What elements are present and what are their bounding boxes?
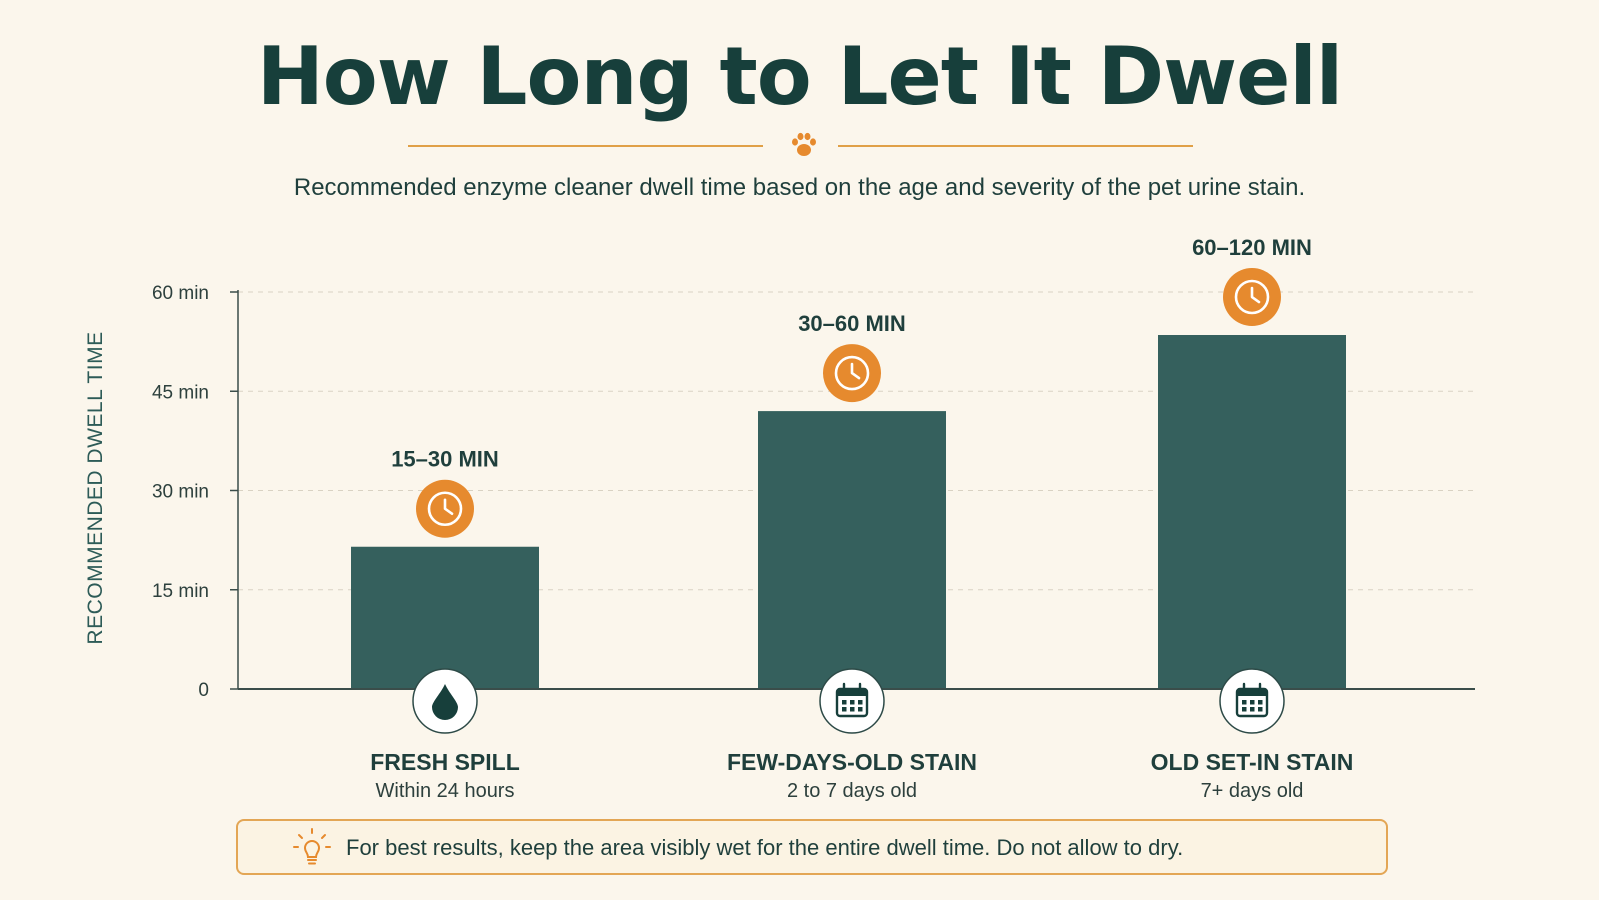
calendar-day xyxy=(1258,707,1263,712)
bar-1 xyxy=(351,546,539,689)
calendar-day xyxy=(858,707,863,712)
calendar-day xyxy=(1250,700,1255,705)
page-subtitle: Recommended enzyme cleaner dwell time ba… xyxy=(293,174,1306,201)
clock-face xyxy=(1234,279,1270,315)
water-drop-icon xyxy=(412,668,478,734)
category-sublabel: 7+ days old xyxy=(1201,780,1304,802)
calendar-day xyxy=(1242,700,1247,705)
category-sublabel: Within 24 hours xyxy=(376,780,515,802)
clock-hands xyxy=(850,362,861,380)
calendar-day xyxy=(842,707,847,712)
calendar-icon xyxy=(1219,668,1285,734)
calendar-day xyxy=(1250,707,1255,712)
tip-box: For best results, keep the area visibly … xyxy=(236,819,1388,875)
calendar-day xyxy=(842,700,847,705)
y-tick-label: 60 min xyxy=(152,283,209,304)
y-tick-label: 0 xyxy=(198,680,209,701)
calendar-day xyxy=(850,700,855,705)
title-divider-right xyxy=(838,145,1193,147)
y-axis-title: RECOMMENDED DWELL TIME xyxy=(84,331,107,644)
title-divider-left xyxy=(408,145,763,147)
clock-icon xyxy=(416,479,474,538)
y-tick-label: 45 min xyxy=(152,382,209,403)
clock-face xyxy=(427,491,463,527)
clock-hands xyxy=(443,498,454,516)
page-title: How Long to Let It Dwell xyxy=(256,30,1343,123)
category-label: FEW-DAYS-OLD STAIN xyxy=(727,749,977,775)
clock-hands xyxy=(1250,286,1261,304)
calendar-day xyxy=(1242,707,1247,712)
bar-value-label: 60–120 MIN xyxy=(1192,235,1312,260)
paw-icon xyxy=(792,132,816,156)
y-tick-label: 15 min xyxy=(152,581,209,602)
tip-text: For best results, keep the area visibly … xyxy=(346,835,1184,860)
clock-face xyxy=(834,355,870,391)
drop-shape xyxy=(432,684,458,720)
category-label: OLD SET-IN STAIN xyxy=(1151,749,1354,775)
calendar-header xyxy=(1237,689,1267,696)
calendar-day xyxy=(858,700,863,705)
calendar-icon xyxy=(819,668,885,734)
bar-value-label: 15–30 MIN xyxy=(391,447,499,472)
bar-2 xyxy=(758,411,946,689)
calendar-day xyxy=(850,707,855,712)
calendar-header xyxy=(837,689,867,696)
clock-icon xyxy=(823,344,881,403)
category-sublabel: 2 to 7 days old xyxy=(787,780,917,802)
bar-3 xyxy=(1158,335,1346,689)
clock-icon xyxy=(1223,268,1281,327)
lightbulb-icon xyxy=(293,828,331,865)
calendar-day xyxy=(1258,700,1263,705)
category-label: FRESH SPILL xyxy=(370,749,520,775)
bar-value-label: 30–60 MIN xyxy=(798,311,906,336)
y-tick-label: 30 min xyxy=(152,482,209,503)
